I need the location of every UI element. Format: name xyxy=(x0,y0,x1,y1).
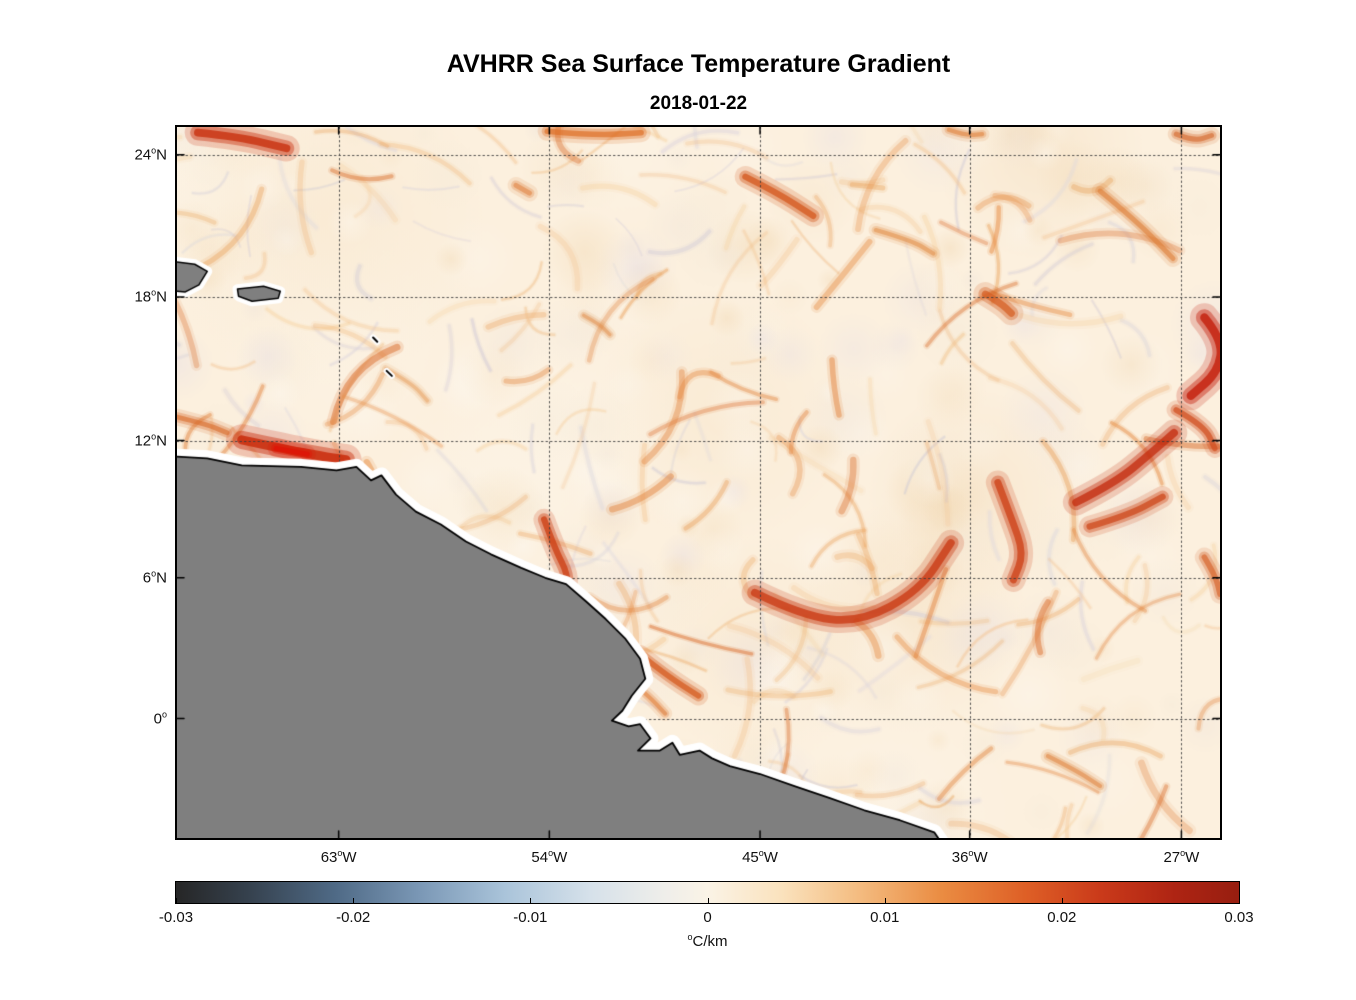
chart-subtitle: 2018-01-22 xyxy=(649,93,748,114)
colorbar-tick xyxy=(1061,898,1063,903)
colorbar-tick-label: 0.01 xyxy=(870,909,900,926)
colorbar-tick-label: -0.01 xyxy=(513,909,548,926)
colorbar-tick-label: -0.03 xyxy=(158,909,194,926)
colorbar-tick xyxy=(530,898,532,903)
y-tick-label: 18oN xyxy=(134,287,167,306)
x-tick-label: 54oW xyxy=(531,848,568,867)
y-tick-label: 0o xyxy=(153,709,167,728)
colorbar-tick xyxy=(707,898,709,903)
colorbar xyxy=(175,881,1240,904)
x-tick-label: 45oW xyxy=(742,848,778,867)
map-plot-area xyxy=(175,125,1222,840)
colorbar-tick-label: 0.03 xyxy=(1224,909,1254,926)
x-tick-label: 27oW xyxy=(1163,848,1200,867)
colorbar-tick xyxy=(176,898,177,903)
colorbar-tick xyxy=(353,898,355,903)
colorbar-tick xyxy=(884,898,886,903)
y-tick-label: 12oN xyxy=(134,431,167,450)
y-tick-label: 24oN xyxy=(134,145,167,164)
x-tick-label: 36oW xyxy=(951,848,988,867)
y-tick-label: 6oN xyxy=(142,568,167,587)
sst-gradient-map-canvas xyxy=(177,127,1220,838)
chart-title: AVHRR Sea Surface Temperature Gradient xyxy=(446,50,951,78)
colorbar-unit-label: oC/km xyxy=(687,932,728,951)
colorbar-tick-label: 0 xyxy=(703,909,712,926)
x-tick-label: 63oW xyxy=(320,848,357,867)
colorbar-tick xyxy=(1239,898,1240,903)
colorbar-tick-label: -0.02 xyxy=(336,909,371,926)
colorbar-tick-label: 0.02 xyxy=(1047,909,1077,926)
